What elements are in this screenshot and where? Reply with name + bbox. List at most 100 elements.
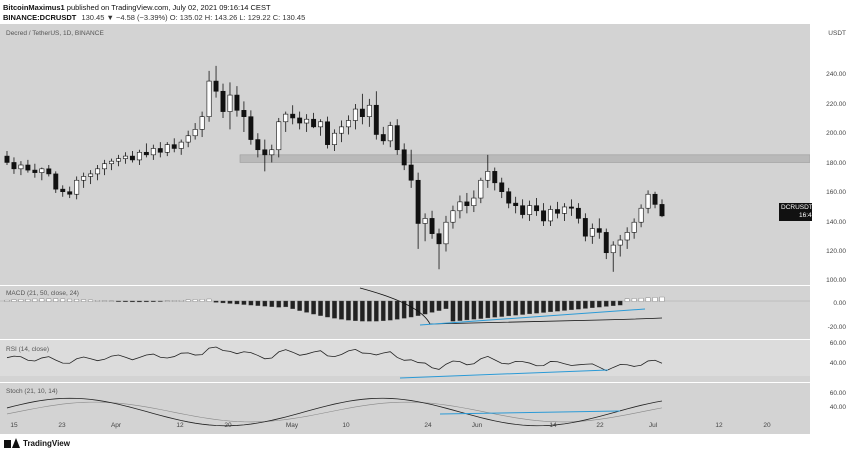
macd-histogram-bar bbox=[478, 300, 484, 319]
time-tick: 15 bbox=[10, 422, 18, 429]
macd-histogram-bar bbox=[652, 297, 658, 302]
macd-histogram-bar bbox=[151, 300, 156, 302]
footer: TradingView bbox=[0, 434, 850, 453]
tradingview-logo[interactable]: TradingView bbox=[4, 438, 70, 448]
candle bbox=[4, 155, 10, 163]
macd-histogram-bar bbox=[583, 300, 588, 309]
macd-histogram-bar bbox=[88, 299, 93, 302]
macd-histogram-bar bbox=[415, 300, 421, 316]
author-name[interactable]: BitcoinMaximus1 bbox=[3, 3, 65, 12]
rsi-divergence-line bbox=[399, 369, 609, 379]
macd-histogram-bar bbox=[144, 300, 149, 303]
macd-histogram-bar bbox=[617, 300, 623, 306]
macd-histogram-bar bbox=[638, 297, 644, 302]
candle bbox=[213, 80, 219, 92]
candle bbox=[220, 90, 226, 112]
tradingview-logo-icon bbox=[4, 438, 20, 448]
stoch-d-line bbox=[6, 401, 663, 423]
rsi-line bbox=[6, 346, 663, 372]
macd-histogram-bar bbox=[18, 299, 24, 302]
macd-histogram-bar bbox=[318, 300, 323, 316]
candle bbox=[199, 116, 205, 130]
stoch-tick: 40.00 bbox=[829, 404, 846, 411]
stoch-title: Stoch (21, 10, 14) bbox=[6, 388, 58, 395]
macd-histogram-bar bbox=[248, 300, 254, 306]
candle bbox=[248, 116, 254, 140]
candle bbox=[422, 218, 428, 224]
candle bbox=[589, 228, 595, 237]
macd-histogram-bar bbox=[32, 298, 38, 302]
macd-histogram-bar bbox=[39, 298, 45, 302]
symbol-line: BINANCE:DCRUSDT 130.45 ▼ −4.58 (−3.39%) … bbox=[3, 13, 305, 22]
time-axis[interactable]: 15 23 Apr 12 20 May 10 24 Jun 14 22 Jul … bbox=[0, 420, 810, 434]
candle bbox=[25, 164, 31, 171]
candle bbox=[527, 205, 533, 215]
stoch-divergence-line bbox=[439, 410, 621, 415]
candle bbox=[206, 80, 212, 117]
time-tick: 24 bbox=[424, 422, 432, 429]
candle bbox=[582, 218, 588, 237]
macd-histogram-bar bbox=[527, 300, 532, 315]
macd-histogram-bar bbox=[457, 300, 463, 321]
macd-histogram-bar bbox=[46, 298, 52, 302]
time-tick: 23 bbox=[58, 422, 66, 429]
candle bbox=[373, 104, 379, 135]
macd-histogram-bar bbox=[123, 300, 128, 302]
candle bbox=[401, 149, 407, 166]
price-axis[interactable]: USDT 240.00 220.00 200.00 180.00 160.00 … bbox=[810, 24, 850, 434]
candle bbox=[652, 193, 658, 205]
macd-tick: -20.00 bbox=[827, 324, 846, 331]
pane-divider[interactable] bbox=[0, 285, 850, 286]
candle bbox=[192, 129, 198, 137]
price-tag-countdown: 16:43:47 bbox=[799, 212, 825, 219]
macd-histogram-bar bbox=[116, 300, 121, 302]
candle bbox=[297, 117, 303, 124]
candle bbox=[304, 118, 310, 124]
candle bbox=[457, 201, 463, 212]
macd-tick: 0.00 bbox=[833, 300, 846, 307]
candle bbox=[18, 164, 24, 170]
candle bbox=[548, 209, 553, 222]
price-tick: 180.00 bbox=[826, 160, 846, 167]
symbol-name[interactable]: BINANCE:DCRUSDT bbox=[3, 13, 77, 22]
macd-histogram-bar bbox=[541, 300, 546, 313]
macd-histogram-bar bbox=[185, 299, 191, 302]
chart-canvas[interactable] bbox=[0, 24, 810, 434]
chart-plot-area[interactable]: Decred / TetherUS, 1D, BINANCE MACD (21,… bbox=[0, 24, 810, 434]
pane-divider[interactable] bbox=[0, 339, 850, 340]
candle bbox=[359, 108, 365, 117]
candle bbox=[116, 158, 121, 162]
candle bbox=[561, 206, 567, 214]
macd-histogram-bar bbox=[137, 300, 142, 303]
candle bbox=[492, 171, 498, 184]
candle bbox=[541, 210, 547, 222]
macd-histogram-bar bbox=[645, 297, 651, 302]
macd-histogram-bar bbox=[387, 300, 393, 321]
candle bbox=[366, 104, 372, 117]
candle bbox=[269, 149, 275, 156]
chart-title: Decred / TetherUS, 1D, BINANCE bbox=[6, 30, 104, 37]
macd-histogram-bar bbox=[346, 300, 351, 321]
candle bbox=[325, 121, 330, 145]
macd-histogram-bar bbox=[130, 300, 135, 303]
macd-histogram-bar bbox=[67, 298, 73, 302]
rsi-tick: 40.00 bbox=[829, 360, 846, 367]
candle bbox=[499, 182, 505, 193]
candle bbox=[318, 121, 324, 128]
time-tick: Apr bbox=[110, 422, 122, 429]
macd-histogram-bar bbox=[276, 300, 282, 308]
candle bbox=[408, 164, 414, 181]
macd-histogram-bar bbox=[171, 300, 177, 302]
candle bbox=[262, 149, 268, 156]
candle bbox=[276, 121, 282, 151]
time-tick: 20 bbox=[763, 422, 771, 429]
candle bbox=[568, 206, 574, 209]
macd-histogram-bar bbox=[199, 299, 205, 302]
macd-histogram-bar bbox=[262, 300, 268, 307]
rsi-tick: 60.00 bbox=[829, 340, 846, 347]
pane-divider[interactable] bbox=[0, 382, 850, 383]
macd-histogram-bar bbox=[548, 300, 553, 313]
macd-histogram-bar bbox=[60, 298, 66, 302]
macd-title: MACD (21, 50, close, 24) bbox=[6, 290, 79, 297]
publish-line: BitcoinMaximus1 published on TradingView… bbox=[3, 3, 271, 12]
